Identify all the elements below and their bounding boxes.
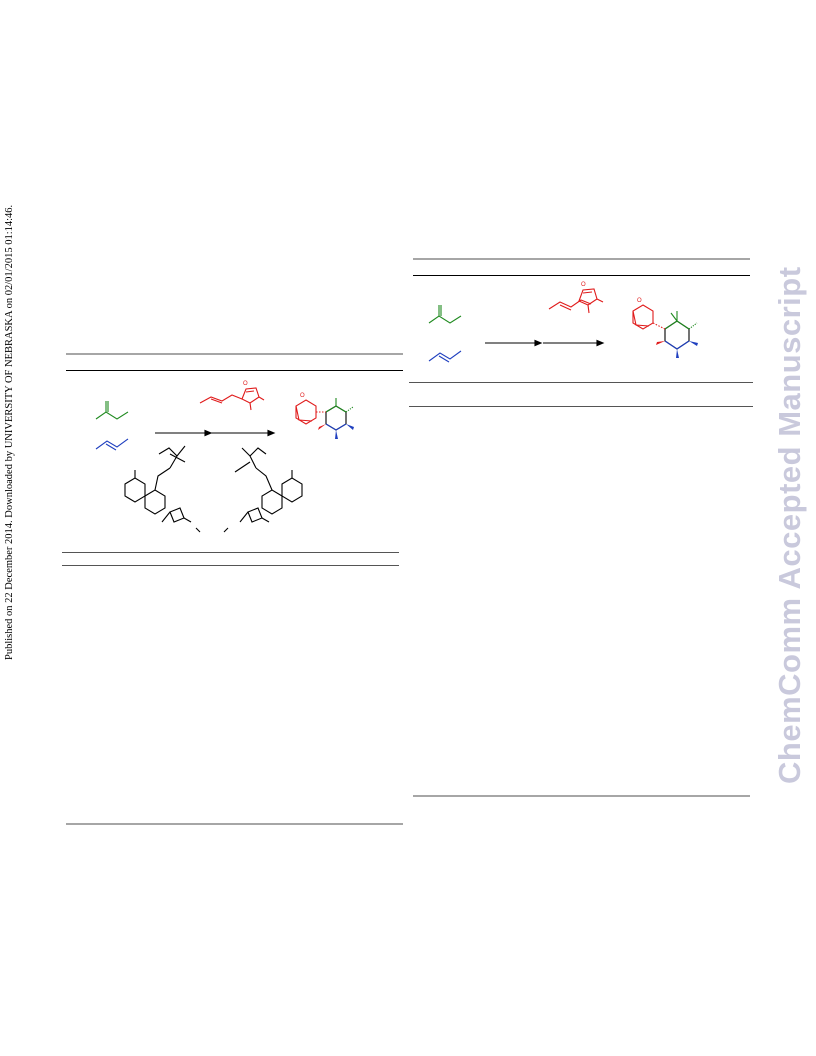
product-molecule xyxy=(295,398,354,439)
svg-text:O: O xyxy=(300,393,305,399)
svg-text:O: O xyxy=(581,282,586,288)
right-reaction-scheme: O O xyxy=(428,282,698,363)
publication-stamp: Published on 22 December 2014. Downloade… xyxy=(4,170,20,670)
red-diene-reagent xyxy=(548,288,604,314)
catalyst-structures xyxy=(124,445,303,533)
svg-text:O: O xyxy=(243,381,248,387)
green-alkene-reagent xyxy=(428,305,462,324)
left-column-bottom-rule xyxy=(66,823,403,825)
blue-alkene-reagent xyxy=(95,438,129,451)
left-table-top-rule xyxy=(66,353,403,355)
left-table-header-rule xyxy=(66,370,403,371)
red-diene-reagent xyxy=(199,387,265,411)
reaction-arrows xyxy=(485,339,605,347)
watermark-text: ChemComm Accepted Manuscript xyxy=(772,266,807,784)
right-table-top-rule xyxy=(413,258,750,260)
reaction-arrows xyxy=(155,429,276,437)
accepted-manuscript-watermark: ChemComm Accepted Manuscript xyxy=(772,262,812,792)
right-table-header-rule xyxy=(413,275,750,276)
right-column-bottom-rule xyxy=(413,795,750,797)
right-table-bottom-rule-1 xyxy=(409,382,753,383)
left-table-bottom-rule-1 xyxy=(62,552,399,553)
green-alkene-reagent xyxy=(95,401,129,420)
right-table-bottom-rule-2 xyxy=(409,406,753,407)
svg-text:O: O xyxy=(637,298,642,304)
left-reaction-scheme: O O xyxy=(95,381,354,533)
product-molecule xyxy=(632,304,698,358)
left-table-bottom-rule-2 xyxy=(62,565,399,566)
publication-stamp-text: Published on 22 December 2014. Downloade… xyxy=(4,204,15,660)
blue-alkene-reagent xyxy=(428,350,462,363)
